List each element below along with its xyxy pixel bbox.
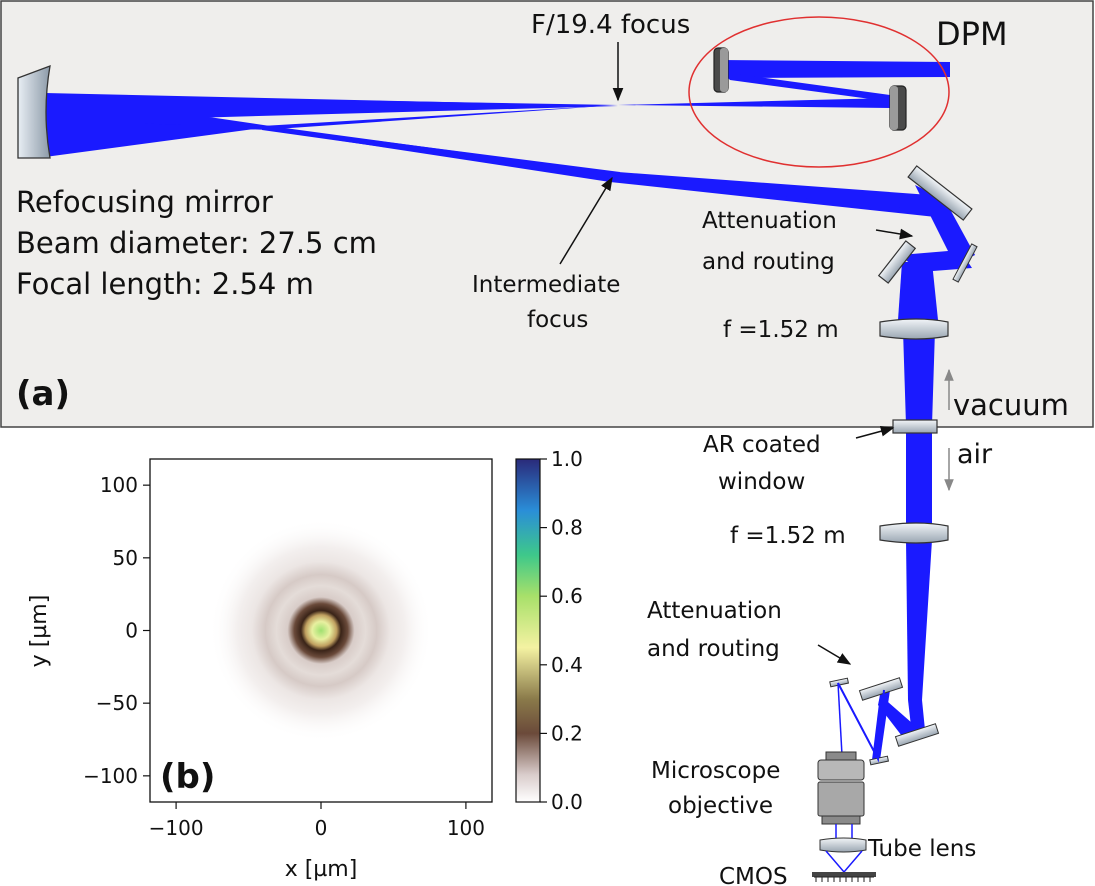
- panel-b-heatmap: −100 0 100 100 50 0 −50 −100 x [µm] y [µm] (b)…: [27, 447, 583, 882]
- focal-length-label: Focal length: 2.54 m: [16, 267, 314, 301]
- f-focus-label: F/19.4 focus: [531, 10, 690, 40]
- tube-lens-label: Tube lens: [867, 836, 976, 862]
- psf-airy-pattern: [209, 518, 433, 743]
- vacuum-label: vacuum: [953, 388, 1069, 422]
- panel-b-label: (b): [160, 757, 215, 797]
- dpm-mirror-right: [889, 85, 907, 131]
- refocusing-mirror: [17, 64, 51, 159]
- attenuation-top-line2: and routing: [702, 249, 835, 275]
- cmos-label: CMOS: [719, 864, 788, 886]
- routing-mirror-3: [952, 243, 978, 283]
- colorbar-tick-label: 0.2: [551, 721, 583, 745]
- panel-a-label: (a): [16, 374, 70, 414]
- x-axis-ticks: −100 0 100: [149, 802, 485, 840]
- colorbar: [515, 458, 541, 803]
- dpm-highlight-ellipse: [688, 16, 950, 168]
- ar-window: [892, 419, 938, 434]
- y-axis-ticks: 100 50 0 −50 −100: [83, 473, 150, 788]
- intermediate-label-line2: focus: [527, 307, 588, 333]
- colorbar-tick-label: 0.6: [551, 584, 583, 608]
- x-axis-label: x [µm]: [285, 857, 358, 882]
- air-label: air: [957, 439, 993, 470]
- attenuation-top-line1: Attenuation: [702, 208, 837, 234]
- window-label-line1: AR coated: [703, 432, 821, 458]
- y-tick-label: 100: [100, 473, 138, 497]
- lens-bottom-label: f =1.52 m: [730, 523, 846, 549]
- intermediate-label-line1: Intermediate: [472, 272, 620, 298]
- y-tick-label: 50: [113, 546, 138, 570]
- x-tick-label: −100: [149, 816, 204, 840]
- beam-diameter-label: Beam diameter: 27.5 cm: [16, 226, 377, 260]
- attenuation-bottom-line2: and routing: [647, 636, 780, 662]
- attenuation-bottom-line1: Attenuation: [647, 598, 782, 624]
- microscope-label-line2: objective: [668, 793, 773, 819]
- tube-lens: [819, 837, 867, 853]
- colorbar-tick-label: 0.0: [551, 790, 583, 814]
- x-tick-label: 0: [315, 816, 328, 840]
- lens-bottom: [879, 522, 949, 544]
- dpm-mirror-left: [713, 47, 729, 93]
- y-tick-label: −100: [83, 764, 138, 788]
- routing-mirror-5: [894, 723, 940, 747]
- dpm-label: DPM: [936, 15, 1008, 53]
- lens-top-label: f =1.52 m: [723, 317, 839, 343]
- window-label-line2: window: [718, 469, 805, 495]
- lens-top: [879, 318, 949, 340]
- routing-mirror-4: [858, 677, 904, 701]
- y-axis-label: y [µm]: [27, 595, 52, 668]
- routing-mirror-1: [907, 165, 973, 221]
- cmos-sensor: [812, 872, 876, 882]
- refocus-mirror-label: Refocusing mirror: [16, 185, 273, 219]
- beam-segments: [45, 60, 975, 760]
- colorbar-tick-label: 0.4: [551, 653, 583, 677]
- colorbar-tick-label: 1.0: [551, 447, 583, 471]
- y-tick-label: −50: [96, 691, 138, 715]
- thin-beam: [837, 682, 885, 763]
- microscope-label-line1: Microscope: [651, 758, 780, 784]
- y-tick-label: 0: [125, 619, 138, 643]
- colorbar-tick-label: 0.8: [551, 516, 583, 540]
- microscope-objective: [817, 751, 865, 825]
- colorbar-ticks: 1.0 0.8 0.6 0.4 0.2 0.0: [540, 447, 583, 814]
- routing-mirror-2: [877, 240, 917, 284]
- x-tick-label: 100: [447, 816, 485, 840]
